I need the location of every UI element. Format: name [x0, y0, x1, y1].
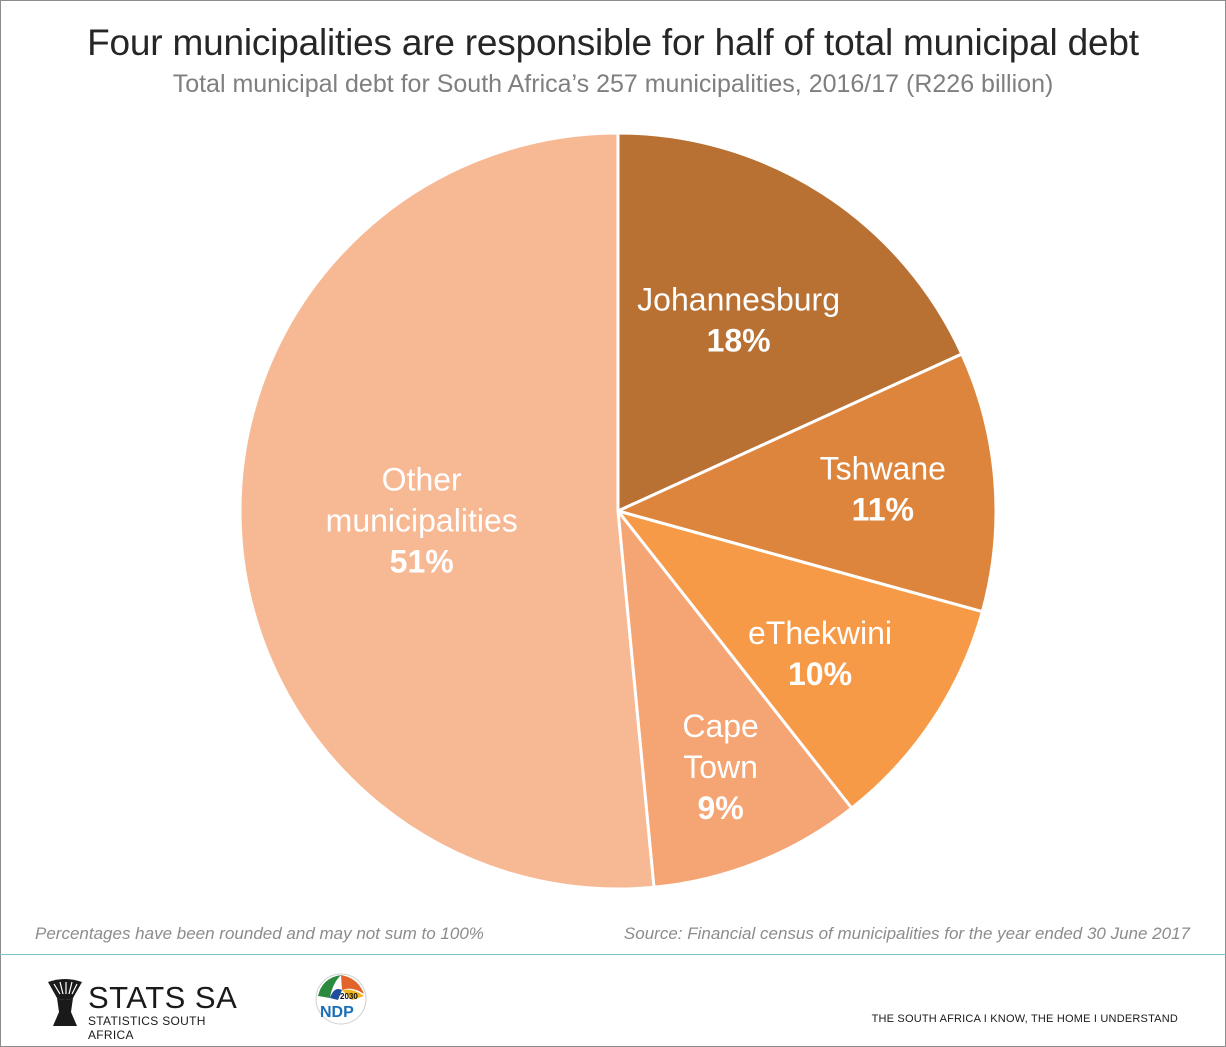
ndp-logo: 2030 NDP: [312, 970, 370, 1028]
pie-slice-tshwane: [616, 352, 998, 614]
stats-sa-drum-icon: [48, 979, 82, 1026]
chart-subtitle: Total municipal debt for South Africa’s …: [172, 70, 1054, 98]
slice-percentage: 10%: [788, 656, 852, 692]
slice-percentage: 18%: [707, 323, 771, 359]
slice-label-other-municipalities: Other municipalities 51%: [326, 461, 518, 579]
slice-percentage: 11%: [852, 491, 914, 527]
logo-subtitle: STATISTICS SOUTH AFRICA: [88, 1014, 206, 1042]
pie-slice-other-municipalities: [238, 131, 656, 891]
pie-slice-johannesburg: [616, 131, 964, 513]
pie-slice-ethekwini: [616, 509, 984, 810]
source-note: Source: Financial census of municipaliti…: [623, 924, 1190, 943]
slice-name-line: Town: [683, 749, 758, 785]
slice-name-line: municipalities: [326, 502, 518, 538]
pie-chart: Johannesburg 18% Tshwane 11% eThekwini 10% Cap…: [238, 131, 998, 891]
slice-label-tshwane: Tshwane 11%: [820, 450, 946, 527]
slice-label-cape-town: Cape Town 9%: [682, 708, 759, 826]
slice-percentage: 51%: [390, 543, 454, 579]
slice-percentage: 9%: [697, 790, 743, 826]
slice-name-line: Other: [382, 461, 462, 497]
slice-name-line: Tshwane: [820, 450, 946, 486]
ndp-year: 2030: [340, 992, 358, 1001]
rounding-footnote: Percentages have been rounded and may no…: [35, 924, 484, 943]
stats-sa-logo: STATS SA STATISTICS SOUTH AFRICA: [46, 978, 246, 1042]
slice-name-line: eThekwini: [748, 615, 892, 651]
ndp-emblem-icon: [315, 973, 367, 1025]
chart-title: Four municipalities are responsible for …: [87, 22, 1139, 63]
footer-tagline: THE SOUTH AFRICA I KNOW, THE HOME I UNDE…: [871, 1013, 1178, 1025]
pie-slice-cape-town: [616, 509, 854, 889]
slice-label-ethekwini: eThekwini 10%: [748, 615, 892, 692]
slice-label-johannesburg: Johannesburg 18%: [637, 282, 840, 359]
slice-name-line: Cape: [682, 708, 759, 744]
slice-name-line: Johannesburg: [637, 282, 840, 318]
ndp-label: NDP: [320, 1004, 354, 1021]
footer-divider: [0, 954, 1226, 955]
logo-name: STATS SA: [88, 980, 238, 1015]
